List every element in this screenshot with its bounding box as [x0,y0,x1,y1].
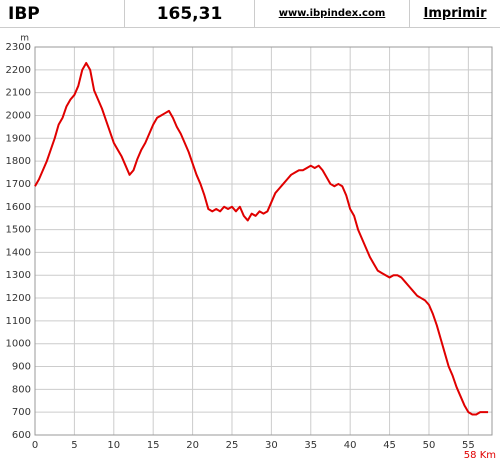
x-tick-label: 25 [226,440,239,451]
site-link[interactable]: www.ibpindex.com [255,0,410,27]
x-tick-label: 5 [71,440,77,451]
y-tick-label: 1200 [6,293,31,304]
x-tick-label: 40 [344,440,357,451]
x-tick-label: 10 [107,440,120,451]
y-tick-label: 1900 [6,133,31,144]
y-tick-label: 600 [12,430,31,441]
y-tick-label: 1700 [6,179,31,190]
x-tick-label: 55 [462,440,475,451]
y-tick-label: 1500 [6,225,31,236]
y-tick-label: 1000 [6,339,31,350]
y-tick-label: 1100 [6,316,31,327]
y-tick-label: 900 [12,362,31,373]
y-tick-label: 2000 [6,110,31,121]
index-name: IBP [0,0,125,27]
x-tick-label: 30 [265,440,278,451]
index-score: 165,31 [125,0,255,27]
x-tick-label: 20 [186,440,199,451]
y-axis-label: m [20,34,29,44]
y-tick-label: 2200 [6,65,31,76]
y-tick-label: 1800 [6,156,31,167]
x-tick-label: 35 [304,440,317,451]
y-tick-label: 700 [12,407,31,418]
x-tick-label: 15 [147,440,160,451]
y-tick-label: 800 [12,384,31,395]
print-link[interactable]: Imprimir [423,6,487,21]
x-tick-label: 45 [383,440,396,451]
y-tick-label: 1600 [6,202,31,213]
y-tick-label: 2300 [6,42,31,53]
y-tick-label: 2100 [6,88,31,99]
plot-border [34,46,493,436]
elevation-line [34,61,489,416]
x-axis-label: 58 Km [464,450,496,460]
y-tick-label: 1400 [6,247,31,258]
header: IBP 165,31 www.ibpindex.com Imprimir [0,0,500,28]
y-tick-label: 1300 [6,270,31,281]
x-tick-label: 0 [32,440,38,451]
chart: 600 700 800 900 1000 1100 1200 1300 1400 1500 1600… [6,34,496,460]
x-tick-label: 50 [423,440,436,451]
